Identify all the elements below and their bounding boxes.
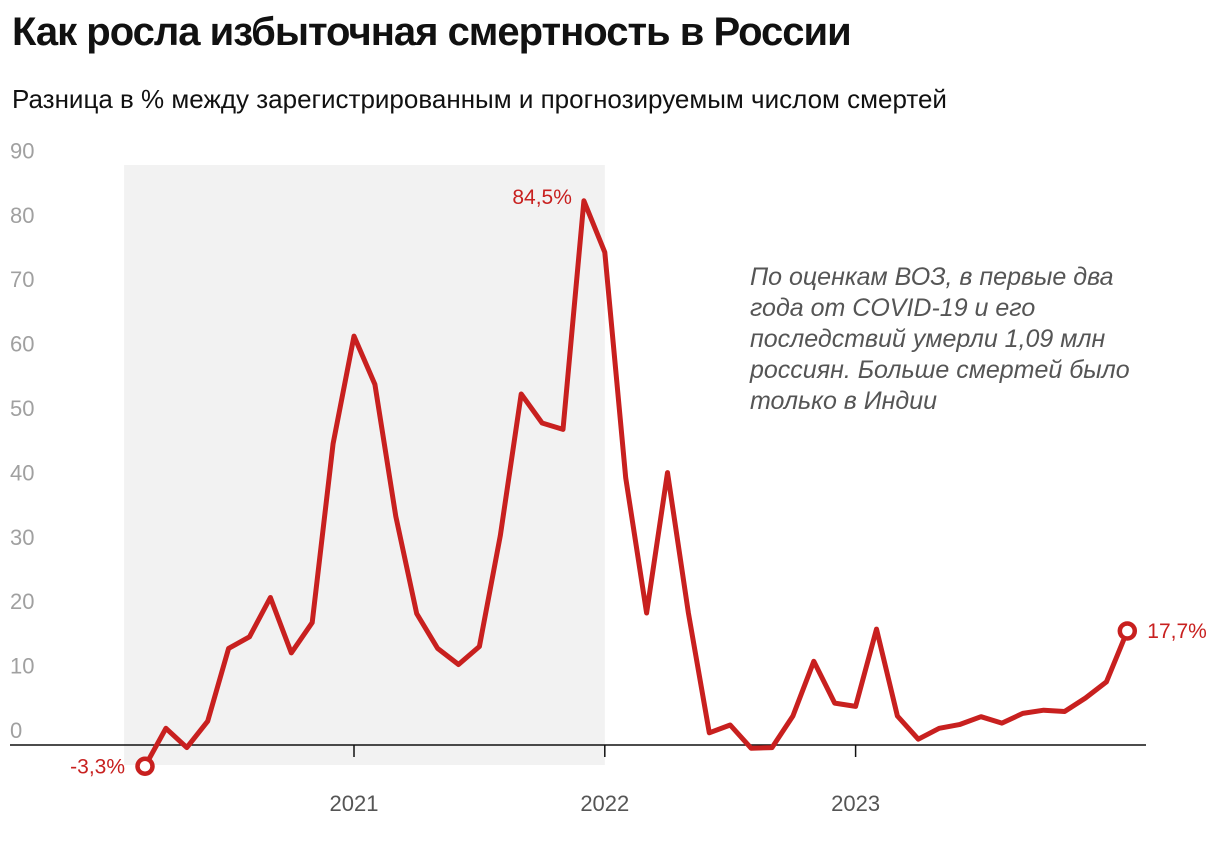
y-tick-label: 70: [10, 267, 34, 292]
shaded-period: [124, 165, 605, 765]
point-labels: -3,3% 84,5% 17,7%: [70, 186, 1207, 778]
x-tick-label: 2023: [831, 791, 880, 816]
point-label: 84,5%: [512, 186, 572, 209]
y-tick-label: 40: [10, 460, 34, 485]
y-tick-label: 50: [10, 396, 34, 421]
y-tick-label: 80: [10, 203, 34, 228]
y-tick-label: 60: [10, 332, 34, 357]
y-tick-label: 0: [10, 718, 22, 743]
x-axis-ticks: 2021 2022 2023: [330, 745, 880, 816]
y-tick-label: 90: [10, 138, 34, 163]
x-tick-label: 2021: [330, 791, 379, 816]
x-tick-label: 2022: [580, 791, 629, 816]
y-tick-label: 10: [10, 654, 34, 679]
endpoint-marker: [1117, 621, 1138, 641]
series-line: [142, 198, 1130, 769]
y-tick-label: 30: [10, 525, 34, 550]
endpoint-marker: [135, 756, 155, 777]
point-label: 17,7%: [1147, 620, 1207, 643]
y-tick-label: 20: [10, 589, 34, 614]
point-label: -3,3%: [70, 755, 125, 778]
chart-subtitle: Разница в % между зарегистрированным и п…: [12, 84, 947, 114]
endpoint-markers: [135, 621, 1138, 777]
chart-title: Как росла избыточная смертность в России: [12, 10, 852, 54]
annotation-note: По оценкам ВОЗ, в первые два года от COV…: [750, 263, 1130, 415]
y-axis-ticks: 0 10 20 30 40 50 60 70 80 90: [10, 138, 34, 743]
